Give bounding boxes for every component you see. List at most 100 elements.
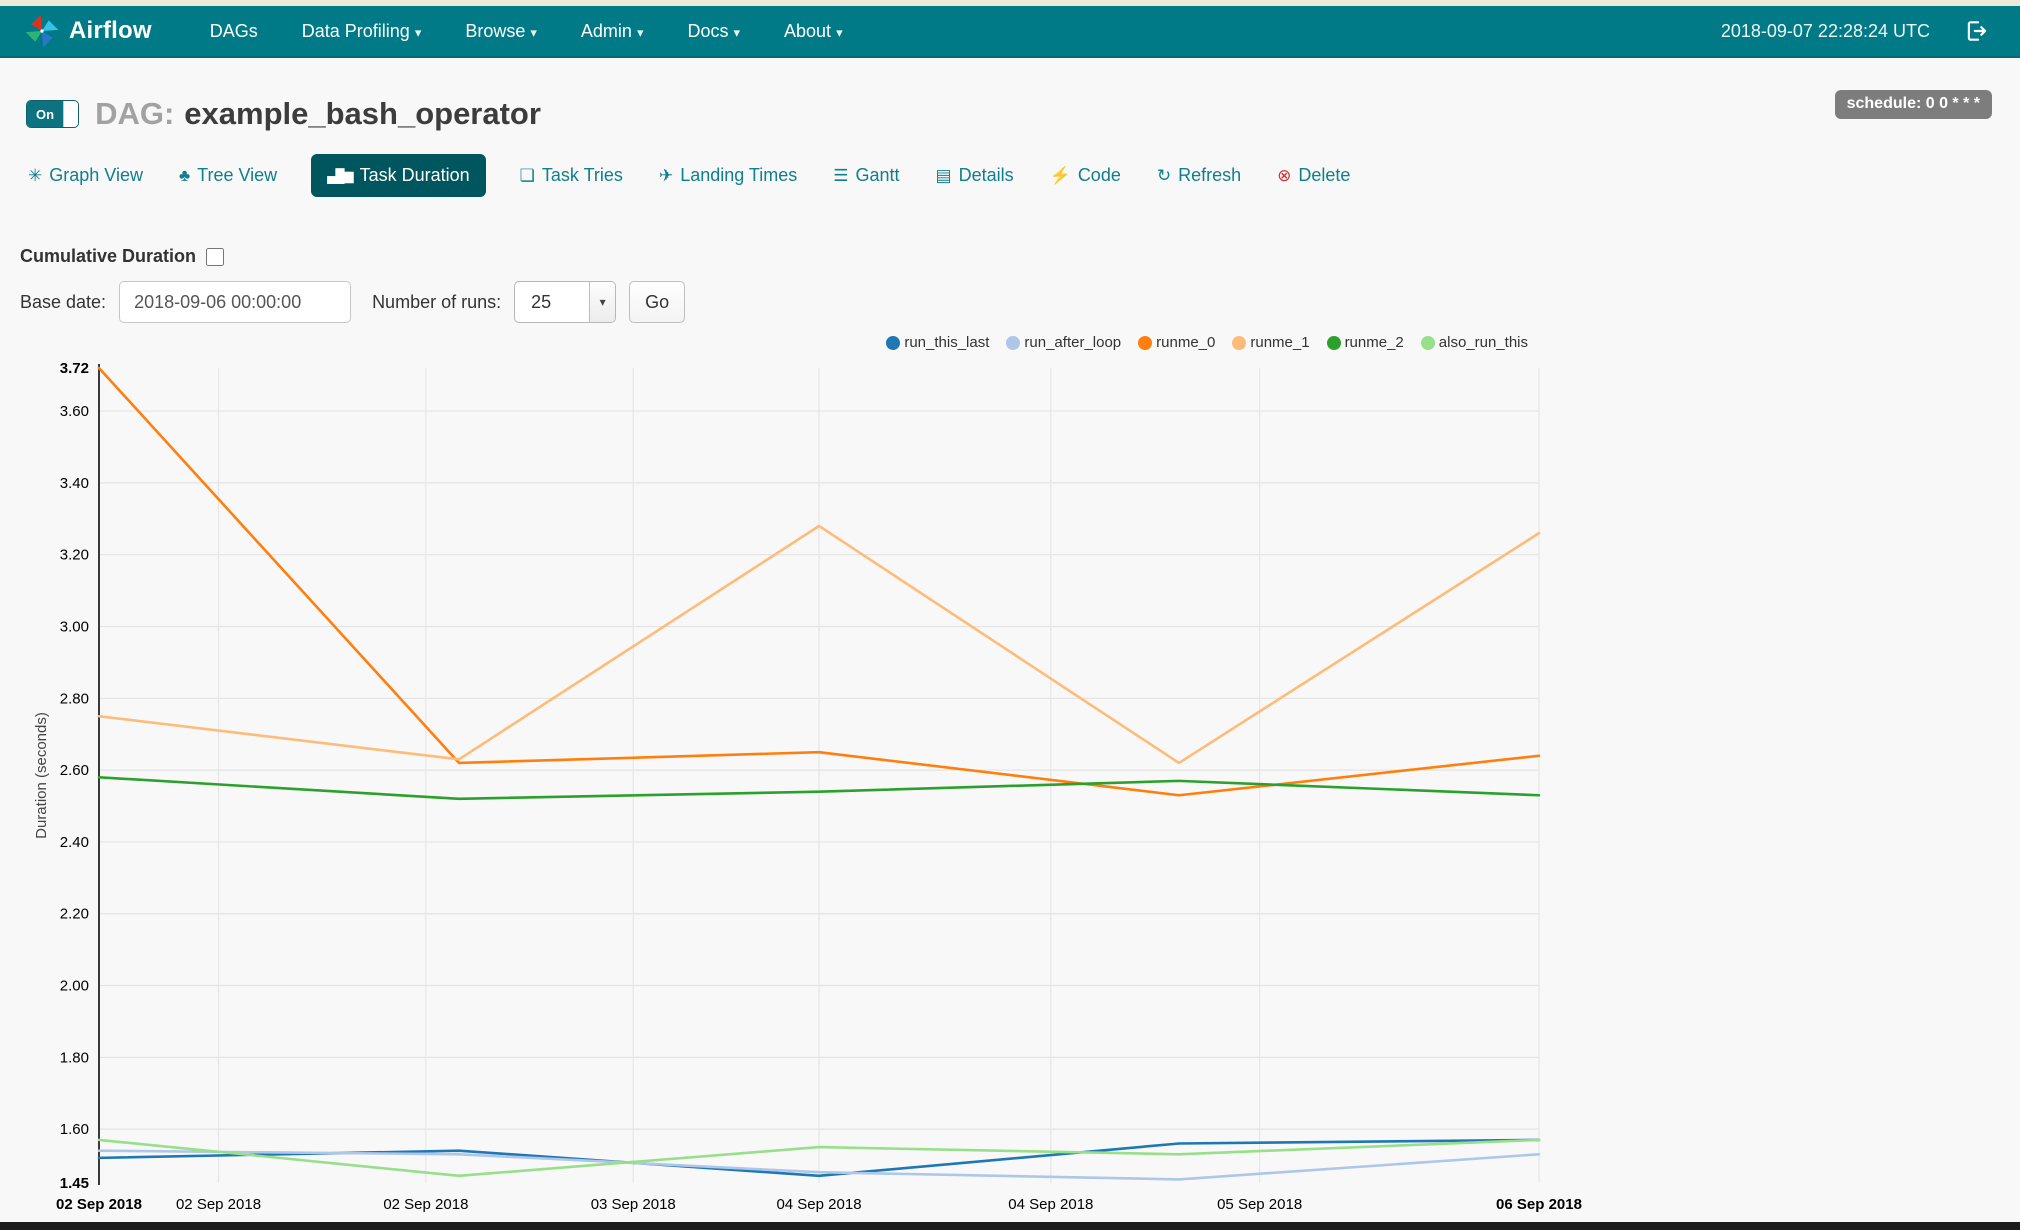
legend-label: also_run_this (1438, 334, 1528, 351)
y-tick-label: 3.72 (60, 360, 89, 377)
chevron-down-icon: ▾ (414, 24, 422, 40)
number-of-runs-select[interactable]: 25 ▾ (514, 281, 617, 323)
gantt-icon: ☰ (833, 165, 849, 185)
nav-item-data-profiling[interactable]: Data Profiling ▾ (301, 20, 422, 41)
nav-item-about[interactable]: About ▾ (784, 20, 843, 41)
tab-label: Task Duration (359, 164, 470, 185)
x-tick-label: 02 Sep 2018 (383, 1196, 468, 1213)
cumulative-duration-label: Cumulative Duration (20, 246, 197, 266)
y-tick-label: 1.80 (60, 1049, 89, 1066)
tab-gantt[interactable]: ☰ Gantt (831, 155, 901, 196)
legend-item-run-after-loop[interactable]: run_after_loop (1006, 334, 1121, 351)
tab-label: Refresh (1178, 164, 1242, 185)
tab-label: Task Tries (541, 164, 623, 185)
utc-clock: 2018-09-07 22:28:24 UTC (1720, 20, 1930, 41)
tab-details[interactable]: ▤ Details (934, 155, 1016, 196)
graph-view-icon: ✳ (28, 165, 43, 185)
task-tries-icon: ❏ (519, 165, 535, 185)
y-axis-title: Duration (seconds) (33, 712, 50, 839)
legend-item-runme-2[interactable]: runme_2 (1326, 334, 1404, 351)
tab-label: Code (1077, 164, 1121, 185)
y-tick-label: 2.40 (60, 834, 89, 851)
legend-label: run_this_last (904, 334, 990, 351)
number-of-runs-label: Number of runs: (372, 291, 502, 312)
legend-item-run-this-last[interactable]: run_this_last (886, 334, 989, 351)
tab-tree-view[interactable]: ♣ Tree View (177, 155, 279, 196)
dag-prefix-label: DAG: (95, 96, 175, 131)
tree-view-icon: ♣ (178, 165, 191, 185)
y-tick-label: 2.00 (60, 978, 89, 995)
series-line-runme-1 (97, 524, 1541, 765)
y-tick-label: 3.60 (60, 403, 89, 420)
y-tick-label: 2.60 (60, 762, 89, 779)
nav-item-dags[interactable]: DAGs (209, 20, 258, 41)
toggle-on-label: On (27, 101, 64, 127)
logout-icon[interactable] (1964, 18, 1990, 44)
navbar: Airflow DAGs Data Profiling ▾ Browse ▾ Admin ▾… (0, 6, 2020, 58)
toggle-knob (63, 101, 79, 127)
landing-times-icon: ✈ (658, 165, 674, 185)
y-tick-label: 3.00 (60, 619, 89, 636)
y-tick-label: 1.45 (60, 1175, 89, 1192)
y-tick-label: 2.80 (60, 690, 89, 707)
tab-task-tries[interactable]: ❏ Task Tries (518, 155, 625, 196)
airflow-pinwheel-logo-icon (25, 14, 59, 48)
tab-label: Delete (1298, 164, 1351, 185)
tab-label: Graph View (49, 164, 143, 185)
base-date-input[interactable] (119, 281, 352, 323)
chevron-down-icon: ▾ (836, 24, 843, 40)
series-line-runme-0 (97, 366, 1541, 797)
tab-graph-view[interactable]: ✳ Graph View (26, 155, 145, 196)
tab-label: Gantt (855, 164, 900, 185)
legend-swatch (1006, 335, 1021, 350)
x-tick-label: 02 Sep 2018 (176, 1196, 261, 1213)
legend-label: runme_0 (1156, 334, 1216, 351)
legend-item-runme-0[interactable]: runme_0 (1138, 334, 1215, 351)
page-title: example_bash_operator (184, 96, 541, 131)
legend-swatch (1326, 335, 1341, 350)
airflow-brand[interactable]: Airflow (24, 13, 152, 49)
x-tick-label: 03 Sep 2018 (591, 1196, 676, 1213)
y-tick-label: 2.20 (60, 906, 89, 923)
go-button[interactable]: Go (629, 281, 686, 323)
tab-landing-times[interactable]: ✈ Landing Times (657, 155, 799, 196)
chevron-down-icon: ▾ (530, 24, 537, 40)
x-tick-label: 05 Sep 2018 (1217, 1196, 1302, 1213)
tab-refresh[interactable]: ↻ Refresh (1155, 155, 1243, 196)
bottom-edge-bar (0, 1222, 2020, 1230)
chevron-down-icon: ▾ (733, 24, 741, 40)
nav-item-browse[interactable]: Browse ▾ (465, 20, 537, 41)
dag-on-off-toggle[interactable]: On (26, 100, 80, 128)
brand-name: Airflow (69, 17, 152, 44)
legend-item-runme-1[interactable]: runme_1 (1232, 334, 1310, 351)
tab-label: Landing Times (680, 164, 798, 185)
legend-label: runme_2 (1344, 334, 1404, 351)
nav-item-docs[interactable]: Docs ▾ (687, 20, 741, 41)
cumulative-duration-checkbox[interactable] (206, 247, 225, 266)
legend-label: run_after_loop (1024, 334, 1122, 351)
tab-delete[interactable]: ⊗ Delete (1275, 155, 1352, 196)
tab-label: Details (958, 164, 1014, 185)
series-line-run-after-loop (97, 1149, 1541, 1181)
navbar-menu: DAGs Data Profiling ▾ Browse ▾ Admin ▾ Docs ▾ Abo… (210, 21, 843, 42)
delete-icon: ⊗ (1277, 165, 1292, 185)
legend-swatch (886, 335, 901, 350)
task-duration-chart[interactable]: 1.45 1.60 1.80 2.00 2.20 2.40 2.60 2.80 3.00 3.20… (0, 352, 1620, 1230)
legend-item-also-run-this[interactable]: also_run_this (1420, 334, 1528, 351)
chevron-down-icon: ▾ (599, 295, 606, 309)
tab-label: Tree View (197, 164, 278, 185)
runs-selected-value: 25 (531, 291, 552, 312)
legend-swatch (1138, 335, 1153, 350)
code-icon: ⚡ (1049, 165, 1071, 185)
x-tick-label: 04 Sep 2018 (1008, 1196, 1093, 1213)
select-caret-box: ▾ (589, 282, 616, 322)
refresh-icon: ↻ (1156, 165, 1172, 185)
nav-item-admin[interactable]: Admin ▾ (580, 20, 644, 41)
chevron-down-icon: ▾ (636, 24, 644, 40)
tab-task-duration[interactable]: ▄█▆ Task Duration (311, 153, 486, 197)
y-tick-label: 3.40 (60, 475, 89, 492)
tab-code[interactable]: ⚡ Code (1048, 155, 1123, 196)
y-tick-label: 1.60 (60, 1121, 89, 1138)
x-tick-label: 02 Sep 2018 (56, 1196, 142, 1213)
legend-label: runme_1 (1250, 334, 1310, 351)
